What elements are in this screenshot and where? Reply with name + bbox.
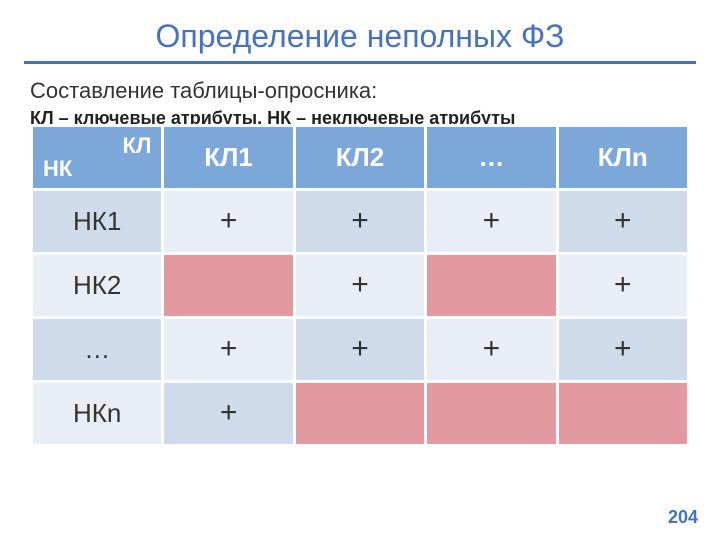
corner-cell: КЛ НК <box>32 125 163 189</box>
table-cell <box>426 253 557 317</box>
table-cell: + <box>557 189 688 253</box>
corner-nk-label: НК <box>43 156 72 182</box>
col-header: … <box>426 125 557 189</box>
table-cell <box>426 381 557 445</box>
subtitle-text: Составление таблицы-опросника: <box>0 78 720 108</box>
page-number: 204 <box>668 507 698 528</box>
table-cell: + <box>294 189 425 253</box>
table-cell: + <box>163 317 294 381</box>
row-header: … <box>32 317 163 381</box>
table-row: НК1++++ <box>32 189 689 253</box>
table-cell: + <box>163 189 294 253</box>
questionnaire-table: КЛ НК КЛ1 КЛ2 … КЛn НК1++++НК2++…++++НКn… <box>30 124 690 447</box>
col-header: КЛn <box>557 125 688 189</box>
table-cell: + <box>426 189 557 253</box>
row-header: НК2 <box>32 253 163 317</box>
table-cell: + <box>163 381 294 445</box>
page-title: Определение неполных ФЗ <box>0 0 720 61</box>
col-header: КЛ2 <box>294 125 425 189</box>
table-row: НКn+ <box>32 381 689 445</box>
table-header-row: КЛ НК КЛ1 КЛ2 … КЛn <box>32 125 689 189</box>
row-header: НКn <box>32 381 163 445</box>
table-cell: + <box>294 253 425 317</box>
table-cell: + <box>294 317 425 381</box>
corner-kl-label: КЛ <box>123 133 152 159</box>
table-cell <box>294 381 425 445</box>
table-cell: + <box>557 253 688 317</box>
table-row: …++++ <box>32 317 689 381</box>
table-cell: + <box>557 317 688 381</box>
table-cell <box>163 253 294 317</box>
col-header: КЛ1 <box>163 125 294 189</box>
row-header: НК1 <box>32 189 163 253</box>
table-cell <box>557 381 688 445</box>
title-divider <box>24 61 696 64</box>
table-row: НК2 + + <box>32 253 689 317</box>
table-cell: + <box>426 317 557 381</box>
